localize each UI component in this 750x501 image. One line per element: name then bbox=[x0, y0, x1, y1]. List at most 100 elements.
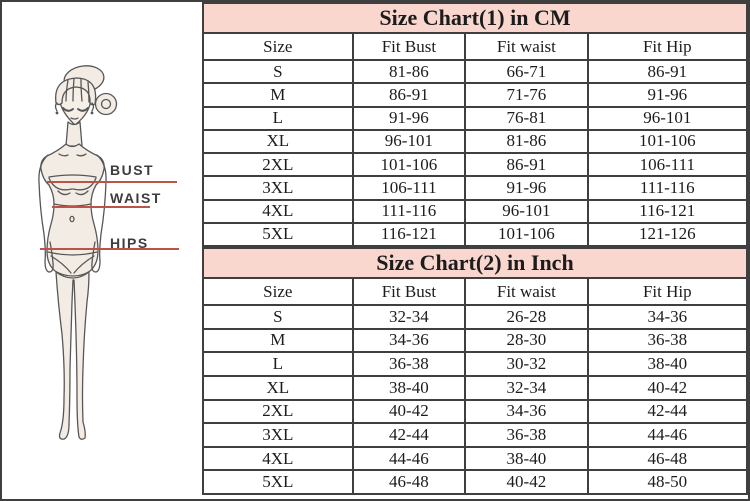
cm-column-header-hip: Fit Hip bbox=[586, 32, 748, 61]
measurement-value-cell: 44-46 bbox=[586, 422, 748, 448]
measurement-value-cell: 26-28 bbox=[464, 304, 589, 330]
bust-label: BUST bbox=[110, 162, 155, 178]
cm-column-header-bust: Fit Bust bbox=[351, 32, 467, 61]
table-row: XL 38-40 32-34 40-42 bbox=[202, 374, 748, 401]
size-label-cell: M bbox=[202, 82, 354, 108]
measurement-value-cell: 38-40 bbox=[464, 445, 589, 472]
table-row: 4XL 44-46 38-40 46-48 bbox=[202, 445, 748, 472]
table-row: L 36-38 30-32 38-40 bbox=[202, 351, 748, 377]
cm-column-header-waist: Fit waist bbox=[464, 32, 589, 61]
table-row: M 86-91 71-76 91-96 bbox=[202, 82, 748, 108]
figure-panel: BUST WAIST HIPS bbox=[2, 2, 202, 499]
cm-column-header-size: Size bbox=[202, 32, 354, 61]
measurement-value-cell: 71-76 bbox=[464, 82, 589, 108]
measurement-value-cell: 101-106 bbox=[586, 128, 748, 155]
measurement-value-cell: 40-42 bbox=[351, 398, 467, 425]
measurement-value-cell: 30-32 bbox=[464, 351, 589, 377]
measurement-value-cell: 76-81 bbox=[464, 105, 589, 131]
measurement-value-cell: 116-121 bbox=[351, 221, 467, 248]
size-tables-panel: Size Chart(1) in CM Size Fit Bust Fit wa… bbox=[202, 2, 748, 499]
measurement-value-cell: 91-96 bbox=[351, 105, 467, 131]
inch-column-header-hip: Fit Hip bbox=[586, 277, 748, 306]
table-row: XL 96-101 81-86 101-106 bbox=[202, 128, 748, 155]
measurement-value-cell: 111-116 bbox=[586, 175, 748, 201]
inch-column-header-size: Size bbox=[202, 277, 354, 306]
measurement-value-cell: 111-116 bbox=[351, 198, 467, 224]
measurement-value-cell: 40-42 bbox=[586, 374, 748, 401]
measurement-value-cell: 121-126 bbox=[586, 221, 748, 248]
table-row: L 91-96 76-81 96-101 bbox=[202, 105, 748, 131]
measurement-value-cell: 42-44 bbox=[586, 398, 748, 425]
measurement-value-cell: 96-101 bbox=[464, 198, 589, 224]
size-label-cell: XL bbox=[202, 374, 354, 401]
inch-column-header-row: Size Fit Bust Fit waist Fit Hip bbox=[202, 277, 748, 306]
table-row: 5XL 46-48 40-42 48-50 bbox=[202, 469, 748, 495]
table-row: 2XL 101-106 86-91 106-111 bbox=[202, 151, 748, 178]
measurement-value-cell: 32-34 bbox=[464, 374, 589, 401]
size-label-cell: 5XL bbox=[202, 221, 354, 248]
hips-label: HIPS bbox=[110, 235, 149, 251]
measurement-value-cell: 116-121 bbox=[586, 198, 748, 224]
measurement-value-cell: 46-48 bbox=[351, 469, 467, 495]
size-chart-inch-table: Size Chart(2) in Inch Size Fit Bust Fit … bbox=[202, 247, 748, 495]
measurement-value-cell: 28-30 bbox=[464, 327, 589, 354]
table-row: 3XL 106-111 91-96 111-116 bbox=[202, 175, 748, 201]
size-chart-cm-table: Size Chart(1) in CM Size Fit Bust Fit wa… bbox=[202, 2, 748, 248]
woman-figure-sketch bbox=[38, 65, 118, 440]
table-row: S 32-34 26-28 34-36 bbox=[202, 304, 748, 330]
table-row: S 81-86 66-71 86-91 bbox=[202, 58, 748, 85]
measurement-value-cell: 86-91 bbox=[586, 58, 748, 85]
measurement-value-cell: 106-111 bbox=[586, 151, 748, 178]
hips-measurement-line bbox=[40, 248, 179, 250]
measurement-value-cell: 34-36 bbox=[351, 327, 467, 354]
measurement-value-cell: 86-91 bbox=[351, 82, 467, 108]
measurement-value-cell: 86-91 bbox=[464, 151, 589, 178]
measurement-value-cell: 101-106 bbox=[351, 151, 467, 178]
waist-measurement-line bbox=[52, 206, 150, 208]
measurement-value-cell: 46-48 bbox=[586, 445, 748, 472]
measurement-value-cell: 106-111 bbox=[351, 175, 467, 201]
size-label-cell: 5XL bbox=[202, 469, 354, 495]
inch-column-header-bust: Fit Bust bbox=[351, 277, 467, 306]
size-label-cell: 2XL bbox=[202, 398, 354, 425]
measurement-value-cell: 66-71 bbox=[464, 58, 589, 85]
waist-label: WAIST bbox=[110, 190, 162, 206]
size-label-cell: S bbox=[202, 58, 354, 85]
measurement-value-cell: 96-101 bbox=[351, 128, 467, 155]
size-label-cell: S bbox=[202, 304, 354, 330]
table-row: 4XL 111-116 96-101 116-121 bbox=[202, 198, 748, 224]
table-row: M 34-36 28-30 36-38 bbox=[202, 327, 748, 354]
size-label-cell: L bbox=[202, 105, 354, 131]
table-row: 2XL 40-42 34-36 42-44 bbox=[202, 398, 748, 425]
size-label-cell: 3XL bbox=[202, 422, 354, 448]
cm-table-title-row: Size Chart(1) in CM bbox=[202, 2, 748, 34]
measurement-value-cell: 81-86 bbox=[351, 58, 467, 85]
measurement-value-cell: 101-106 bbox=[464, 221, 589, 248]
size-label-cell: L bbox=[202, 351, 354, 377]
size-label-cell: 4XL bbox=[202, 198, 354, 224]
size-label-cell: 4XL bbox=[202, 445, 354, 472]
size-label-cell: 3XL bbox=[202, 175, 354, 201]
measurement-value-cell: 40-42 bbox=[464, 469, 589, 495]
size-label-cell: 2XL bbox=[202, 151, 354, 178]
inch-column-header-waist: Fit waist bbox=[464, 277, 589, 306]
measurement-value-cell: 34-36 bbox=[586, 304, 748, 330]
measurement-value-cell: 91-96 bbox=[586, 82, 748, 108]
bust-measurement-line bbox=[47, 181, 177, 183]
measurement-value-cell: 36-38 bbox=[586, 327, 748, 354]
measurement-value-cell: 36-38 bbox=[464, 422, 589, 448]
table-row: 5XL 116-121 101-106 121-126 bbox=[202, 221, 748, 248]
measurement-value-cell: 91-96 bbox=[464, 175, 589, 201]
measurement-value-cell: 32-34 bbox=[351, 304, 467, 330]
measurement-value-cell: 96-101 bbox=[586, 105, 748, 131]
table-row: 3XL 42-44 36-38 44-46 bbox=[202, 422, 748, 448]
size-label-cell: M bbox=[202, 327, 354, 354]
cm-table-title: Size Chart(1) in CM bbox=[202, 2, 748, 34]
measurement-value-cell: 44-46 bbox=[351, 445, 467, 472]
cm-column-header-row: Size Fit Bust Fit waist Fit Hip bbox=[202, 32, 748, 61]
size-label-cell: XL bbox=[202, 128, 354, 155]
measurement-value-cell: 38-40 bbox=[351, 374, 467, 401]
measurement-value-cell: 81-86 bbox=[464, 128, 589, 155]
measurement-value-cell: 36-38 bbox=[351, 351, 467, 377]
